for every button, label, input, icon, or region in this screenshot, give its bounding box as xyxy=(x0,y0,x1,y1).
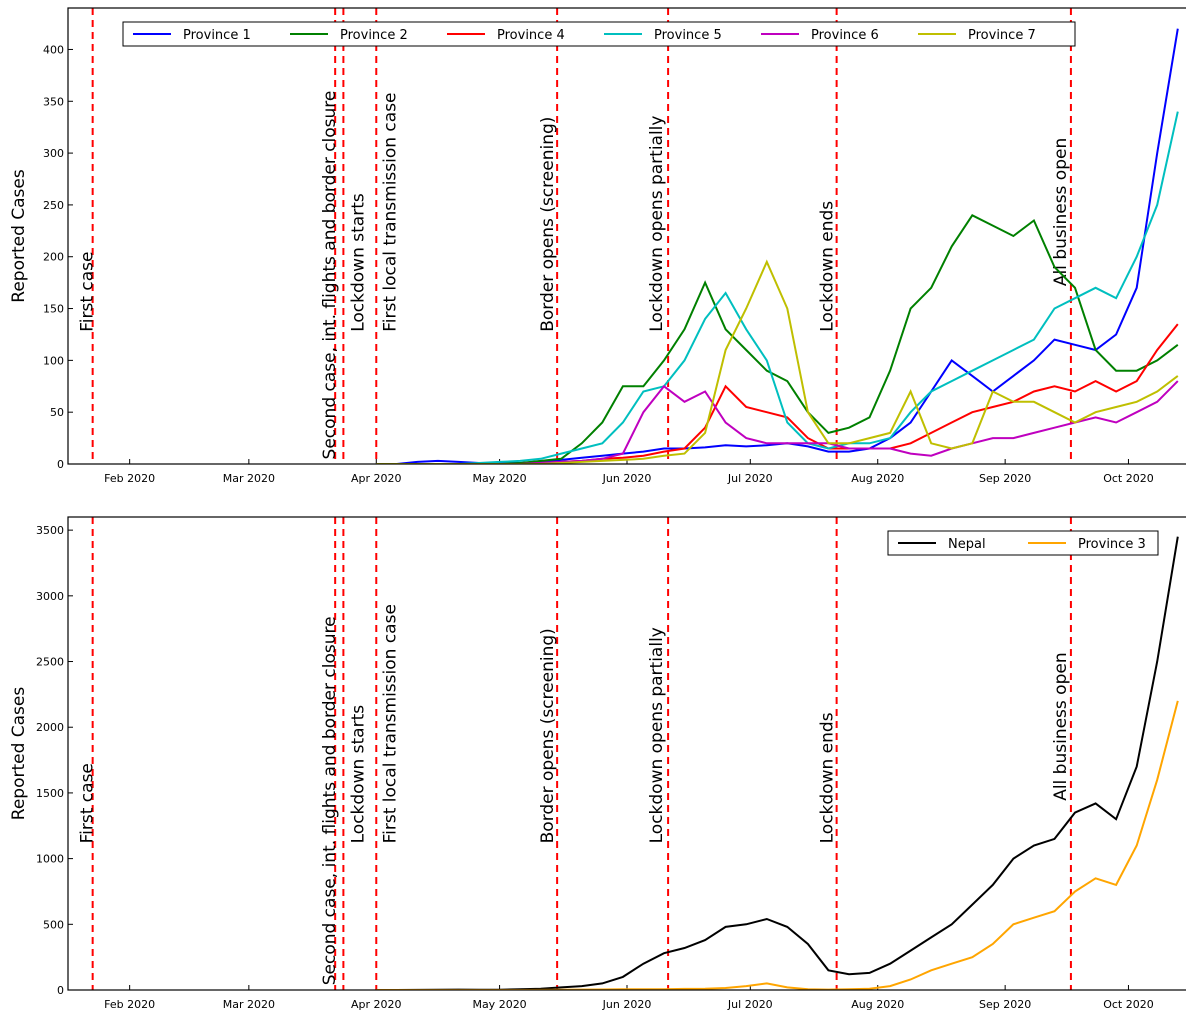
axes-frame xyxy=(67,7,1186,465)
series-line xyxy=(376,259,1179,464)
event-label: Lockdown starts xyxy=(348,193,368,332)
y-tick-label: 100 xyxy=(43,354,64,367)
legend-label: Province 7 xyxy=(968,28,1036,43)
legend-label: Province 4 xyxy=(497,28,565,43)
subplot: 0 50 100 150 200 250 300 350 400 Feb 2020 Mar 2020… xyxy=(9,7,1186,485)
y-tick-label: 3500 xyxy=(36,524,64,537)
event-label: Lockdown ends xyxy=(818,201,838,332)
legend-label: Province 3 xyxy=(1078,537,1146,552)
event-label: Lockdown ends xyxy=(818,712,838,843)
y-tick-label: 0 xyxy=(57,458,64,471)
y-tick-label: 1500 xyxy=(36,787,64,800)
event-label: Lockdown opens partially xyxy=(647,627,667,843)
legend-label: Province 5 xyxy=(654,28,722,43)
subplot: 0 500 1000 1500 2000 2500 3000 3500 Feb 2020 Mar … xyxy=(9,516,1186,1011)
x-tick-label: Feb 2020 xyxy=(104,998,155,1011)
legend: Province 1 Province 2 Province 4 Province 5… xyxy=(122,21,1076,47)
y-tick-label: 3000 xyxy=(36,590,64,603)
x-tick-label: May 2020 xyxy=(472,998,526,1011)
x-tick-label: Apr 2020 xyxy=(351,472,402,485)
y-tick-label: 1000 xyxy=(36,853,64,866)
legend-label: Nepal xyxy=(948,537,986,552)
x-tick-label: Sep 2020 xyxy=(979,998,1031,1011)
y-tick-label: 0 xyxy=(57,984,64,997)
event-label: Border opens (screening) xyxy=(538,628,558,843)
x-tick-label: Apr 2020 xyxy=(351,998,402,1011)
x-tick-label: Oct 2020 xyxy=(1103,998,1154,1011)
event-label: Border opens (screening) xyxy=(538,117,558,332)
x-tick-label: Mar 2020 xyxy=(223,472,275,485)
x-tick-label: Jul 2020 xyxy=(727,998,773,1011)
y-tick-label: 500 xyxy=(43,918,64,931)
legend-label: Province 1 xyxy=(183,28,251,43)
x-tick-label: May 2020 xyxy=(472,472,526,485)
event-label: First case xyxy=(78,251,98,331)
x-tick-label: Jul 2020 xyxy=(727,472,773,485)
y-tick-label: 300 xyxy=(43,147,64,160)
x-tick-label: Aug 2020 xyxy=(851,472,904,485)
y-tick-label: 50 xyxy=(50,406,64,419)
x-tick-label: Mar 2020 xyxy=(223,998,275,1011)
event-label: Second case, int. flights and border clo… xyxy=(320,616,340,985)
y-tick-label: 400 xyxy=(43,43,64,56)
legend-box xyxy=(887,530,1159,556)
event-label: First local transmission case xyxy=(380,92,400,331)
x-tick-label: Jun 2020 xyxy=(602,472,652,485)
y-tick-label: 2000 xyxy=(36,721,64,734)
event-label: Lockdown starts xyxy=(348,705,368,844)
y-tick-label: 2500 xyxy=(36,656,64,669)
x-tick-label: Feb 2020 xyxy=(104,472,155,485)
series-line xyxy=(376,700,1179,990)
x-tick-label: Jun 2020 xyxy=(602,998,652,1011)
event-label: First local transmission case xyxy=(380,604,400,843)
x-tick-label: Aug 2020 xyxy=(851,998,904,1011)
series-line xyxy=(376,323,1179,464)
event-label: All business open xyxy=(1051,138,1071,286)
y-tick-label: 350 xyxy=(43,95,64,108)
y-axis-label: Reported Cases xyxy=(9,687,29,821)
event-label: Lockdown opens partially xyxy=(647,116,667,332)
legend-label: Province 2 xyxy=(340,28,408,43)
series-line xyxy=(376,111,1179,464)
legend: Nepal Province 3 xyxy=(887,530,1159,556)
series-line xyxy=(376,380,1179,464)
x-tick-label: Oct 2020 xyxy=(1103,472,1154,485)
event-label: All business open xyxy=(1051,652,1071,800)
event-label: Second case, int. flights and border clo… xyxy=(320,91,340,460)
event-label: First case xyxy=(78,763,98,843)
legend-box xyxy=(122,21,1076,47)
x-tick-label: Sep 2020 xyxy=(979,472,1031,485)
y-tick-label: 250 xyxy=(43,199,64,212)
y-tick-label: 150 xyxy=(43,303,64,316)
y-tick-label: 200 xyxy=(43,251,64,264)
legend-label: Province 6 xyxy=(811,28,879,43)
axes-frame xyxy=(67,516,1186,991)
y-axis-label: Reported Cases xyxy=(9,169,29,303)
